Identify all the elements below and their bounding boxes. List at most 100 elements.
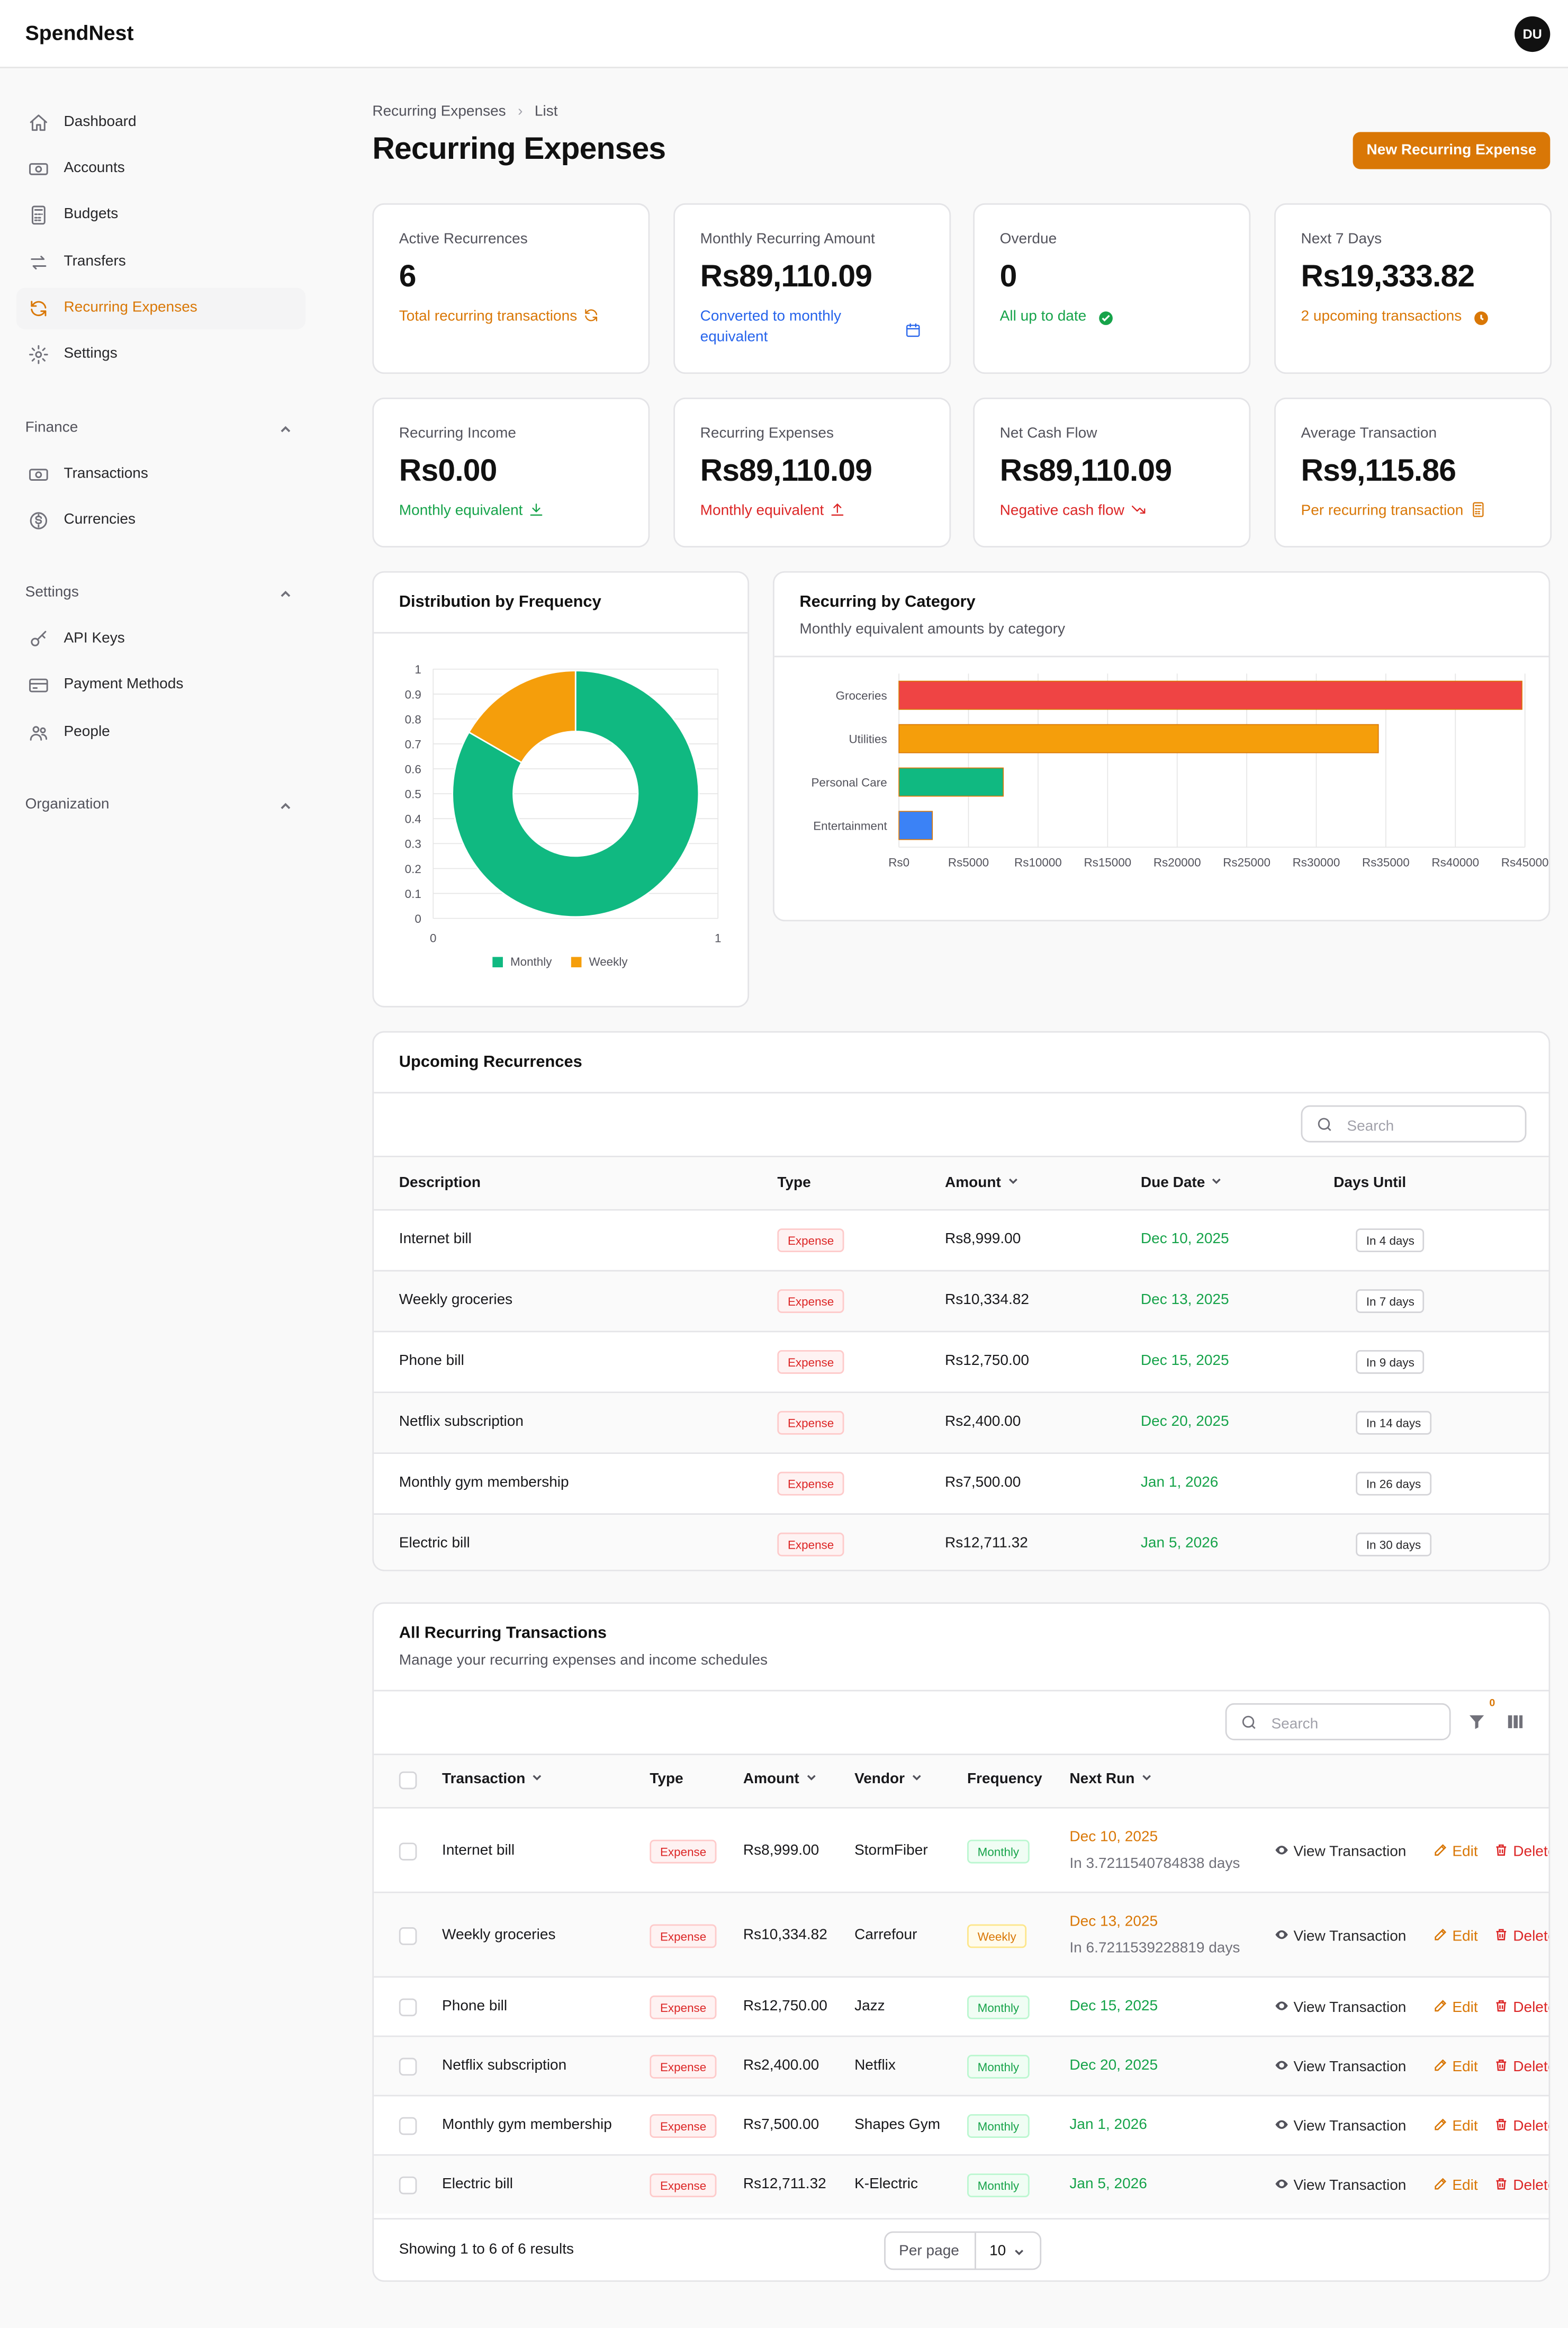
row-checkbox[interactable] xyxy=(399,2176,417,2195)
legend-swatch xyxy=(571,957,582,968)
table-header xyxy=(374,1157,1549,1209)
stat-desc: Per recurring transaction xyxy=(1301,501,1486,522)
stat-value: 0 xyxy=(999,259,1017,294)
cell-amount: Rs2,400.00 xyxy=(945,1414,1021,1431)
edit-button[interactable]: Edit xyxy=(1433,1999,1478,2016)
bar-groceries[interactable] xyxy=(898,680,1522,710)
edit-button[interactable]: Edit xyxy=(1433,2117,1478,2135)
cell-description: Weekly groceries xyxy=(399,1292,513,1309)
upcoming-search[interactable] xyxy=(1301,1105,1527,1143)
table-row[interactable] xyxy=(374,1454,1549,1514)
view-transaction-button[interactable]: View Transaction xyxy=(1274,2058,1406,2075)
cell-amount: Rs12,711.32 xyxy=(945,1535,1028,1552)
sidebar-item-0-1[interactable]: Currencies xyxy=(16,500,305,541)
table-row[interactable] xyxy=(374,1210,1549,1270)
sidebar-item-2[interactable]: Budgets xyxy=(16,194,305,236)
view-transaction-button[interactable]: View Transaction xyxy=(1274,1999,1406,2016)
row-checkbox[interactable] xyxy=(399,2117,417,2135)
sidebar-item-3[interactable]: Transfers xyxy=(16,242,305,283)
stat-desc: Total recurring transactions xyxy=(399,307,599,328)
bar-entertainment[interactable] xyxy=(898,811,933,840)
edit-button[interactable]: Edit xyxy=(1433,1927,1478,1944)
view-transaction-button[interactable]: View Transaction xyxy=(1274,1927,1406,1944)
chevron-up-icon[interactable] xyxy=(279,588,292,601)
table-row[interactable] xyxy=(374,2155,1549,2214)
legend-label[interactable]: Monthly xyxy=(510,955,552,968)
table-row[interactable] xyxy=(374,1332,1549,1392)
upcoming-search-input[interactable] xyxy=(1344,1112,1513,1140)
all-search-input[interactable] xyxy=(1268,1710,1438,1738)
table-row[interactable] xyxy=(374,1271,1549,1331)
sidebar-item-1-1[interactable]: Payment Methods xyxy=(16,664,305,706)
per-page-select[interactable]: Per page 10 xyxy=(884,2231,1042,2270)
sidebar-item-4[interactable]: Recurring Expenses xyxy=(16,287,306,330)
row-checkbox[interactable] xyxy=(399,1926,417,1945)
delete-button[interactable]: Delete xyxy=(1494,2058,1548,2075)
sidebar-group-title[interactable]: Settings xyxy=(25,585,79,601)
cell-amount: Rs7,500.00 xyxy=(743,2117,819,2134)
col-amount[interactable]: Amount xyxy=(945,1175,1019,1191)
delete-button[interactable]: Delete xyxy=(1494,1999,1548,2016)
brand-logo[interactable]: SpendNest xyxy=(25,21,134,45)
sidebar-item-5[interactable]: Settings xyxy=(16,334,305,375)
chevron-up-icon[interactable] xyxy=(279,423,292,436)
chevron-down-icon xyxy=(1008,1178,1017,1184)
legend-label[interactable]: Weekly xyxy=(589,955,628,968)
sidebar-group-title[interactable]: Organization xyxy=(25,796,110,813)
all-subtitle: Manage your recurring expenses and incom… xyxy=(399,1652,768,1669)
bar-utilities[interactable] xyxy=(898,724,1379,753)
select-all-checkbox[interactable] xyxy=(399,1771,417,1790)
col-next-run[interactable]: Next Run xyxy=(1069,1772,1152,1788)
delete-button[interactable]: Delete xyxy=(1494,1927,1548,1944)
sidebar-item-1[interactable]: Accounts xyxy=(16,148,305,190)
cell-due-date: Dec 10, 2025 xyxy=(1140,1231,1229,1248)
table-row[interactable] xyxy=(374,1393,1549,1453)
col-due-date[interactable]: Due Date xyxy=(1141,1175,1223,1191)
chevron-up-icon[interactable] xyxy=(279,799,292,813)
sidebar-item-1-0[interactable]: API Keys xyxy=(16,619,305,660)
sidebar-item-0-0[interactable]: Transactions xyxy=(16,454,305,495)
delete-button[interactable]: Delete xyxy=(1494,2117,1548,2135)
pie-slice-monthly[interactable] xyxy=(452,670,700,918)
edit-button[interactable]: Edit xyxy=(1433,1842,1478,1860)
row-checkbox[interactable] xyxy=(399,1841,417,1860)
table-row[interactable] xyxy=(374,1893,1549,1976)
y-tick-label: 0 xyxy=(414,912,421,925)
filter-icon[interactable] xyxy=(1467,1712,1486,1731)
delete-button[interactable]: Delete xyxy=(1494,1842,1548,1860)
top-bar: SpendNest DU xyxy=(0,0,1568,68)
view-transaction-button[interactable]: View Transaction xyxy=(1274,2117,1406,2135)
col-vendor[interactable]: Vendor xyxy=(854,1772,923,1788)
new-recurring-expense-button[interactable]: New Recurring Expense xyxy=(1353,132,1551,169)
sidebar-group-title[interactable]: Finance xyxy=(25,420,78,436)
row-checkbox[interactable] xyxy=(399,2057,417,2076)
edit-icon xyxy=(1435,2059,1447,2071)
all-search[interactable] xyxy=(1225,1703,1451,1740)
stat-label: Overdue xyxy=(999,231,1057,248)
col-transaction-label: Transaction xyxy=(442,1771,526,1788)
cell-amount: Rs7,500.00 xyxy=(945,1475,1021,1491)
edit-button[interactable]: Edit xyxy=(1433,2177,1478,2195)
user-avatar[interactable]: DU xyxy=(1515,16,1551,52)
table-row[interactable] xyxy=(374,1978,1549,2036)
search-icon xyxy=(1318,1118,1331,1131)
breadcrumb-parent[interactable]: Recurring Expenses xyxy=(372,104,506,120)
edit-label: Edit xyxy=(1452,2178,1478,2195)
sidebar-item-0[interactable]: Dashboard xyxy=(16,102,305,143)
view-transaction-button[interactable]: View Transaction xyxy=(1274,1842,1406,1860)
edit-button[interactable]: Edit xyxy=(1433,2058,1478,2075)
table-row[interactable] xyxy=(374,2096,1549,2154)
table-row[interactable] xyxy=(374,1808,1549,1892)
col-amount-label: Amount xyxy=(743,1771,799,1788)
sidebar-item-1-2[interactable]: People xyxy=(16,712,305,753)
table-row[interactable] xyxy=(374,2037,1549,2095)
pie-slice-weekly[interactable] xyxy=(467,670,576,764)
row-checkbox[interactable] xyxy=(399,1998,417,2017)
bar-personal-care[interactable] xyxy=(898,767,1004,797)
columns-icon[interactable] xyxy=(1506,1712,1525,1731)
delete-button[interactable]: Delete xyxy=(1494,2177,1548,2194)
view-transaction-button[interactable]: View Transaction xyxy=(1274,2177,1406,2194)
table-row[interactable] xyxy=(374,1515,1549,1570)
col-transaction[interactable]: Transaction xyxy=(442,1772,543,1788)
col-amount[interactable]: Amount xyxy=(743,1772,817,1788)
